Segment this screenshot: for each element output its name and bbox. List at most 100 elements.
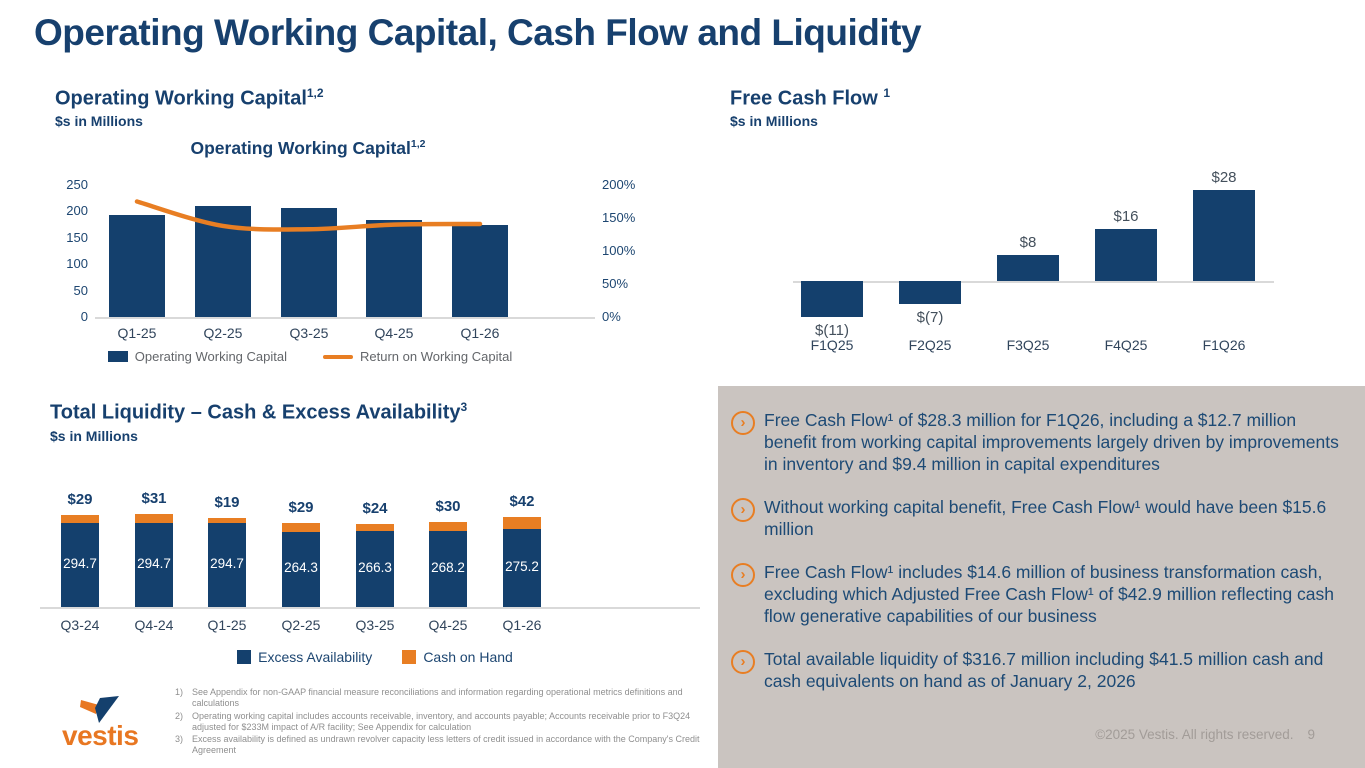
liquidity-excess-segment <box>61 523 99 607</box>
x-axis-label: Q4-25 <box>374 325 414 341</box>
excess-value-label: 264.3 <box>284 560 318 576</box>
cash-on-hand-swatch-icon <box>402 650 417 664</box>
excess-availability-swatch-icon <box>237 650 252 664</box>
y2-axis-tick: 50% <box>602 276 629 291</box>
footnote-number: 2) <box>175 710 184 721</box>
liquidity-chart: 294.7 $29 Q3-24 294.7 $31 Q4-24 294.7 $19 Q1-25 2… <box>0 380 720 680</box>
liquidity-excess-segment <box>135 523 173 607</box>
excess-value-label: 266.3 <box>358 560 392 576</box>
cash-value-label: $42 <box>509 492 535 510</box>
callout-text: Free Cash Flow¹ includes $14.6 million o… <box>764 562 1335 626</box>
liquidity-cash-segment <box>356 524 394 532</box>
liquidity-excess-segment <box>429 530 467 607</box>
callout-text: Without working capital benefit, Free Ca… <box>764 497 1327 539</box>
callout-text: Total available liquidity of $316.7 mill… <box>764 649 1324 691</box>
footnote: 3) Excess availability is defined as undr… <box>175 734 720 757</box>
fcf-bar <box>1193 190 1255 281</box>
liquidity-cash-segment <box>282 523 320 532</box>
footnotes: 1) See Appendix for non-GAAP financial me… <box>175 687 720 758</box>
y-axis-tick: 200 <box>66 203 88 219</box>
fcf-section-subheading: $s in Millions <box>730 113 818 129</box>
x-axis-label: Q1-26 <box>460 325 500 341</box>
excess-value-label: 268.2 <box>431 559 465 575</box>
callout-box: › Free Cash Flow¹ of $28.3 million for F1… <box>718 386 1365 768</box>
owc-legend: Operating Working Capital Return on Work… <box>70 349 550 364</box>
cash-value-label: $31 <box>141 490 167 508</box>
x-axis-label: Q1-25 <box>117 325 157 341</box>
owc-chart-title: Operating Working Capital1,2 <box>190 138 426 158</box>
liquidity-excess-segment <box>503 528 541 607</box>
callout-bullet: › Total available liquidity of $316.7 mil… <box>731 648 1351 692</box>
callout-bullet: › Free Cash Flow¹ of $28.3 million for F1… <box>731 409 1351 475</box>
liquidity-cash-segment <box>61 514 99 523</box>
callout-list: › Free Cash Flow¹ of $28.3 million for F1… <box>731 409 1351 692</box>
owc-legend-line-item: Return on Working Capital <box>323 349 512 364</box>
x-axis-label: Q1-26 <box>502 617 542 633</box>
footnote: 2) Operating working capital includes acc… <box>175 711 720 734</box>
owc-bar <box>366 220 422 317</box>
fcf-value-label: $28 <box>1211 169 1237 186</box>
x-axis-label: Q1-25 <box>207 617 247 633</box>
chevron-circle-icon: › <box>731 498 755 522</box>
vestis-logo-mark-icon <box>80 696 119 723</box>
x-axis-label: Q4-25 <box>428 617 468 633</box>
liquidity-cash-segment <box>503 516 541 529</box>
y-axis-tick: 150 <box>66 229 88 245</box>
liquidity-legend: Excess Availability Cash on Hand <box>150 649 600 665</box>
x-axis-label: Q3-25 <box>355 617 395 633</box>
owc-legend-bar-item: Operating Working Capital <box>107 349 287 364</box>
footnote-text: Operating working capital includes accou… <box>192 710 691 732</box>
y-axis-tick: 0 <box>80 309 88 324</box>
y2-axis-tick: 200% <box>602 177 636 192</box>
fcf-bar <box>997 255 1059 281</box>
footnote: 1) See Appendix for non-GAAP financial me… <box>175 687 720 710</box>
excess-value-label: 294.7 <box>137 556 171 571</box>
liquidity-legend-cash-item: Cash on Hand <box>402 649 513 665</box>
fcf-value-label: $(11) <box>815 321 849 339</box>
x-axis-line <box>793 281 1274 283</box>
x-axis-label: Q3-24 <box>60 617 100 633</box>
owc-section-subheading: $s in Millions <box>55 113 143 129</box>
cash-value-label: $24 <box>362 500 388 518</box>
liquidity-section-heading: Total Liquidity – Cash & Excess Availabi… <box>50 400 468 424</box>
vestis-logo: vestis <box>60 694 180 764</box>
footnote-number: 3) <box>175 734 184 744</box>
callout-bullet: › Without working capital benefit, Free C… <box>731 496 1351 540</box>
fcf-bar <box>899 281 961 304</box>
cash-value-label: $29 <box>67 490 93 508</box>
liquidity-excess-segment <box>282 531 320 607</box>
page-number: 9 <box>1307 727 1315 742</box>
y2-axis-tick: 100% <box>602 243 636 258</box>
footnote-number: 1) <box>175 687 184 697</box>
fcf-bar <box>801 281 863 317</box>
fcf-bar <box>1095 229 1157 281</box>
y2-axis-tick: 0% <box>602 309 621 324</box>
fcf-section-heading: Free Cash Flow 1 <box>730 86 891 110</box>
fcf-chart: $(11) F1Q25 $(7) F2Q25 $8 F3Q25 $16 F4Q25 $28 F1Q… <box>793 169 1274 353</box>
excess-value-label: 275.2 <box>505 558 539 574</box>
liquidity-cash-segment <box>135 514 173 523</box>
liquidity-excess-segment <box>208 523 246 607</box>
y2-axis-tick: 150% <box>602 210 636 225</box>
x-axis-label: F1Q25 <box>810 337 854 353</box>
fcf-value-label: $8 <box>1019 234 1037 251</box>
owc-bar-swatch-icon <box>107 351 128 362</box>
x-axis-label: Q2-25 <box>203 325 243 341</box>
cash-value-label: $29 <box>288 499 314 517</box>
x-axis-label: F3Q25 <box>1006 337 1050 353</box>
liquidity-section-subheading: $s in Millions <box>50 428 138 444</box>
excess-value-label: 294.7 <box>63 556 97 571</box>
cash-value-label: $19 <box>214 493 240 511</box>
y-axis-tick: 100 <box>66 256 88 272</box>
chevron-circle-icon: › <box>731 563 755 587</box>
liquidity-legend-excess-item: Excess Availability <box>237 649 372 665</box>
liquidity-excess-segment <box>356 531 394 607</box>
copyright: ©2025 Vestis. All rights reserved. 9 <box>1095 727 1315 742</box>
callout-bullet: › Free Cash Flow¹ includes $14.6 million … <box>731 561 1351 627</box>
footnote-text: See Appendix for non-GAAP financial meas… <box>192 687 683 709</box>
chevron-circle-icon: › <box>731 411 755 435</box>
owc-bar <box>452 225 508 317</box>
page-title: Operating Working Capital, Cash Flow and… <box>34 12 922 53</box>
liquidity-cash-segment <box>208 517 246 523</box>
